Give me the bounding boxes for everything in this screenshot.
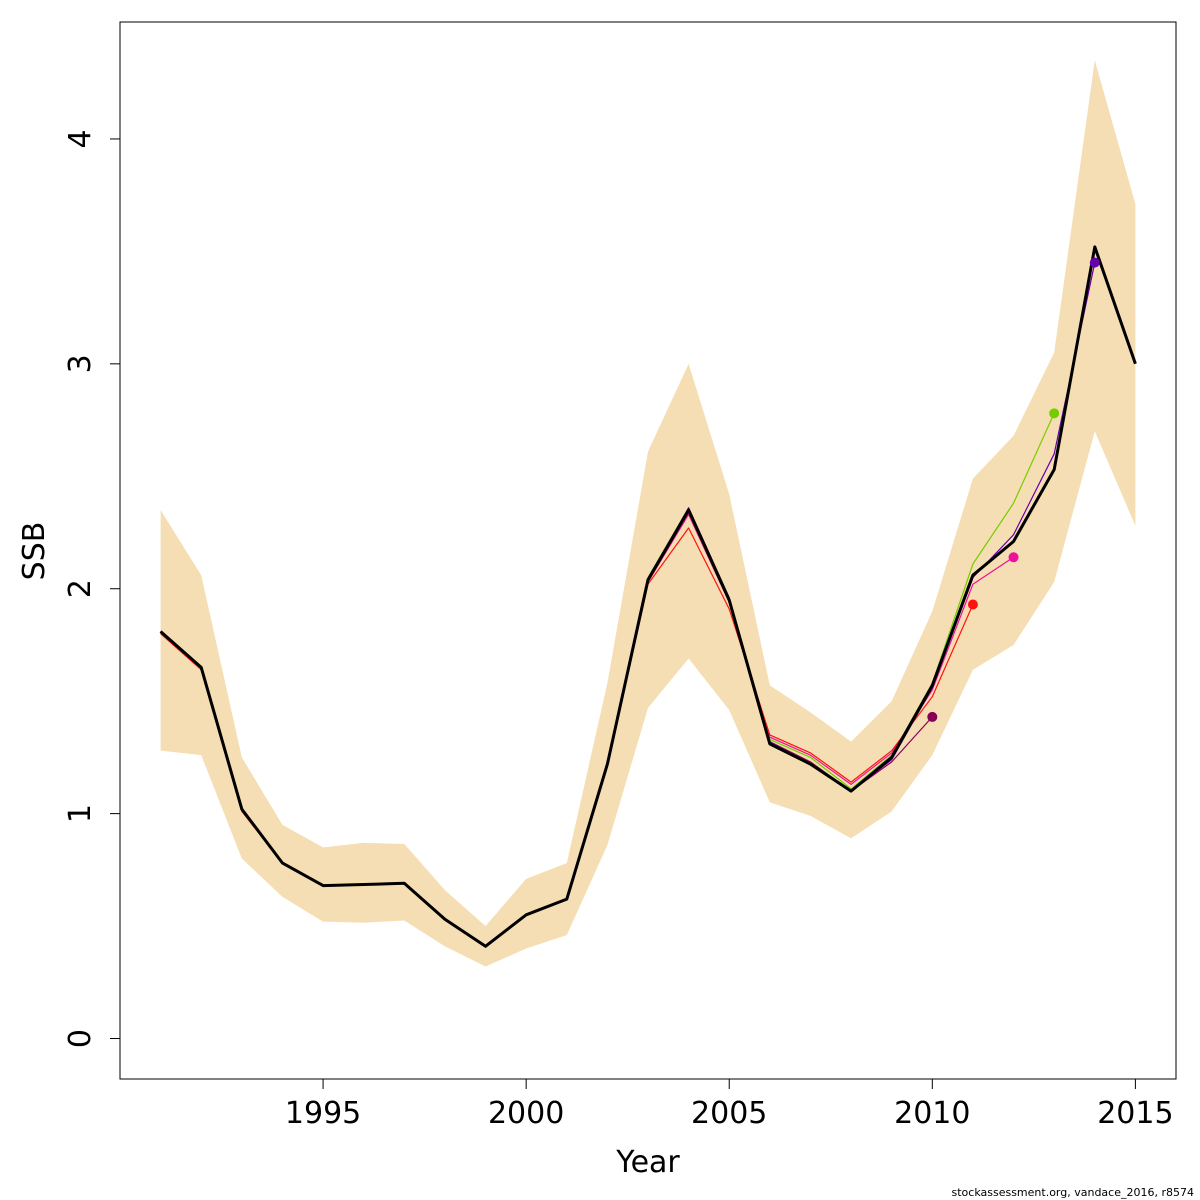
series-end-point-5 (1089, 257, 1100, 268)
y-tick-label: 4 (63, 129, 98, 148)
x-tick-label: 1995 (285, 1096, 361, 1131)
y-tick-label: 2 (63, 579, 98, 598)
x-axis-title: Year (615, 1145, 680, 1180)
x-tick-label: 2010 (894, 1096, 970, 1131)
y-tick-label: 3 (63, 354, 98, 373)
x-tick-label: 2015 (1097, 1096, 1173, 1131)
x-tick-label: 2000 (488, 1096, 564, 1131)
series-end-point-3 (967, 599, 978, 610)
y-axis: 0 1 2 3 4 (63, 129, 121, 1048)
confidence-band (160, 60, 1136, 967)
series-layer (159, 245, 1137, 948)
y-axis-title: SSB (17, 522, 52, 581)
y-tick-label: 1 (63, 804, 98, 823)
confidence-band-layer (160, 60, 1136, 967)
series-end-point-1 (1049, 408, 1060, 419)
x-axis: 1995 2000 2005 2010 2015 (285, 1078, 1174, 1131)
footer-credit: stockassessment.org, vandace_2016, r8574 (952, 1186, 1195, 1199)
series-end-point-2 (1008, 552, 1019, 563)
marker-layer (927, 257, 1100, 722)
series-line-0 (159, 245, 1137, 948)
y-tick-label: 0 (63, 1029, 98, 1048)
x-tick-label: 2005 (691, 1096, 767, 1131)
series-end-point-4 (927, 711, 938, 722)
